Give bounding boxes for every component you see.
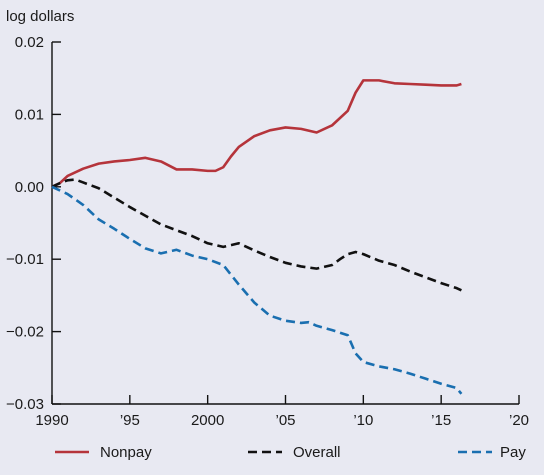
legend-label-overall: Overall <box>293 444 341 461</box>
y-tick-label: 0.02 <box>15 34 44 51</box>
y-tick-label: 0.01 <box>15 106 44 123</box>
series-line-nonpay <box>51 79 462 188</box>
y-tick-label: −0.03 <box>6 396 44 413</box>
x-tick-label: 1990 <box>35 412 68 429</box>
legend-label-pay: Pay <box>500 444 526 461</box>
x-tick-label: ’20 <box>509 412 529 429</box>
legend-label-nonpay: Nonpay <box>100 444 152 461</box>
x-tick-label: ’95 <box>120 412 140 429</box>
series-line-pay <box>51 185 463 395</box>
y-axis-label: log dollars <box>6 8 74 25</box>
y-tick-label: 0.00 <box>15 179 44 196</box>
x-tick-label: ’10 <box>353 412 373 429</box>
y-tick-label: −0.01 <box>6 251 44 268</box>
series-line-overall <box>51 178 462 292</box>
x-tick-label: ’15 <box>431 412 451 429</box>
y-tick-label: −0.02 <box>6 324 44 341</box>
x-tick-label: ’05 <box>275 412 295 429</box>
x-tick-label: 2000 <box>191 412 224 429</box>
